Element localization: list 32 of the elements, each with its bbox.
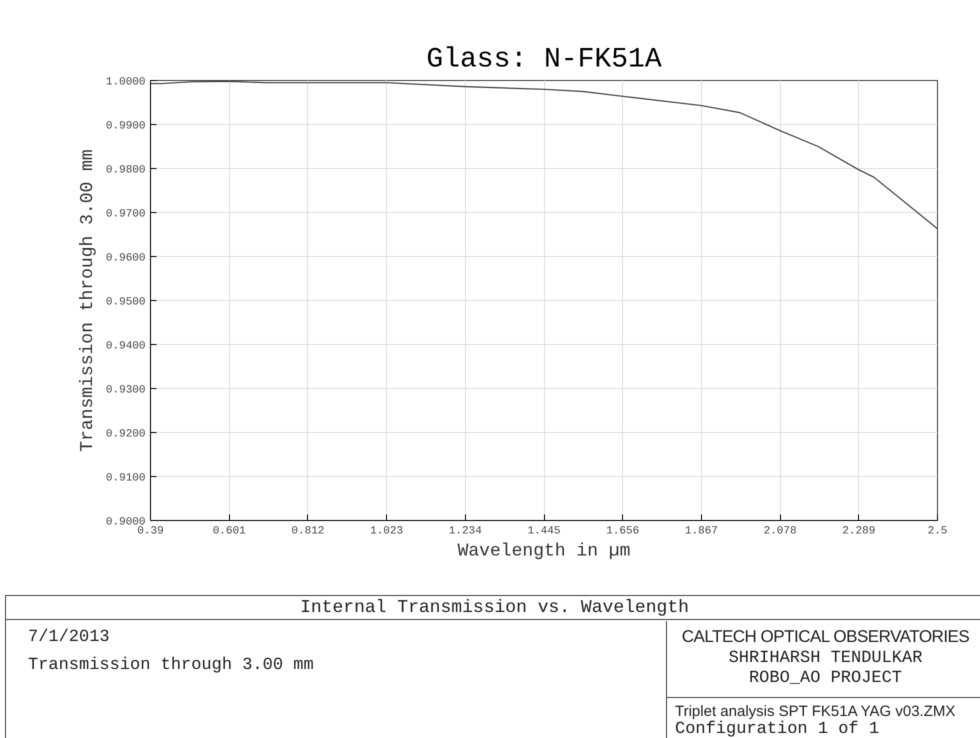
y-tick-label: 0.9800 xyxy=(106,164,146,176)
x-tick-label: 1.234 xyxy=(448,526,482,538)
x-tick-label: 0.812 xyxy=(291,526,324,538)
y-tick-label: 1.0000 xyxy=(106,76,146,88)
y-tick-label: 0.9100 xyxy=(106,472,146,484)
x-tick-label: 1.656 xyxy=(606,526,640,538)
x-tick-label: 2.078 xyxy=(764,526,797,538)
text: Transmission through 3.00 mm xyxy=(28,655,314,677)
x-axis-title: Wavelength in µm xyxy=(458,542,630,562)
x-tick-label: 0.39 xyxy=(137,526,164,538)
text: CALTECH OPTICAL OBSERVATORIES xyxy=(680,626,970,648)
x-tick-label: 1.023 xyxy=(370,526,404,538)
y-tick-label: 0.9200 xyxy=(106,428,146,440)
text: 7/1/2013 xyxy=(28,627,110,649)
text: SHRIHARSH TENDULKAR xyxy=(728,649,924,670)
x-tick-label: 1.445 xyxy=(527,526,561,538)
y-tick-label: 0.9300 xyxy=(106,384,146,396)
y-tick-label: 0.9900 xyxy=(106,120,146,132)
y-tick-label: 0.9400 xyxy=(106,340,146,352)
text: Triplet analysis SPT FK51A YAG v03.ZMX xyxy=(675,702,956,720)
x-tick-label: 2.5 xyxy=(928,526,948,538)
text: Internal Transmission vs. Wavelength xyxy=(6,596,980,620)
text: ROBO_AO PROJECT xyxy=(748,669,904,690)
text: Configuration 1 of 1 xyxy=(675,720,880,738)
x-tick-label: 0.601 xyxy=(212,526,246,538)
y-tick-label: 0.9600 xyxy=(106,252,146,264)
x-tick-label: 1.867 xyxy=(684,526,718,538)
y-tick-label: 0.9700 xyxy=(106,208,146,220)
y-axis-title: Transmission through 3.00 mm xyxy=(78,149,98,452)
x-tick-label: 2.289 xyxy=(842,526,876,538)
y-tick-label: 0.9500 xyxy=(106,296,146,308)
chart-title: Glass: N-FK51A xyxy=(426,44,662,76)
